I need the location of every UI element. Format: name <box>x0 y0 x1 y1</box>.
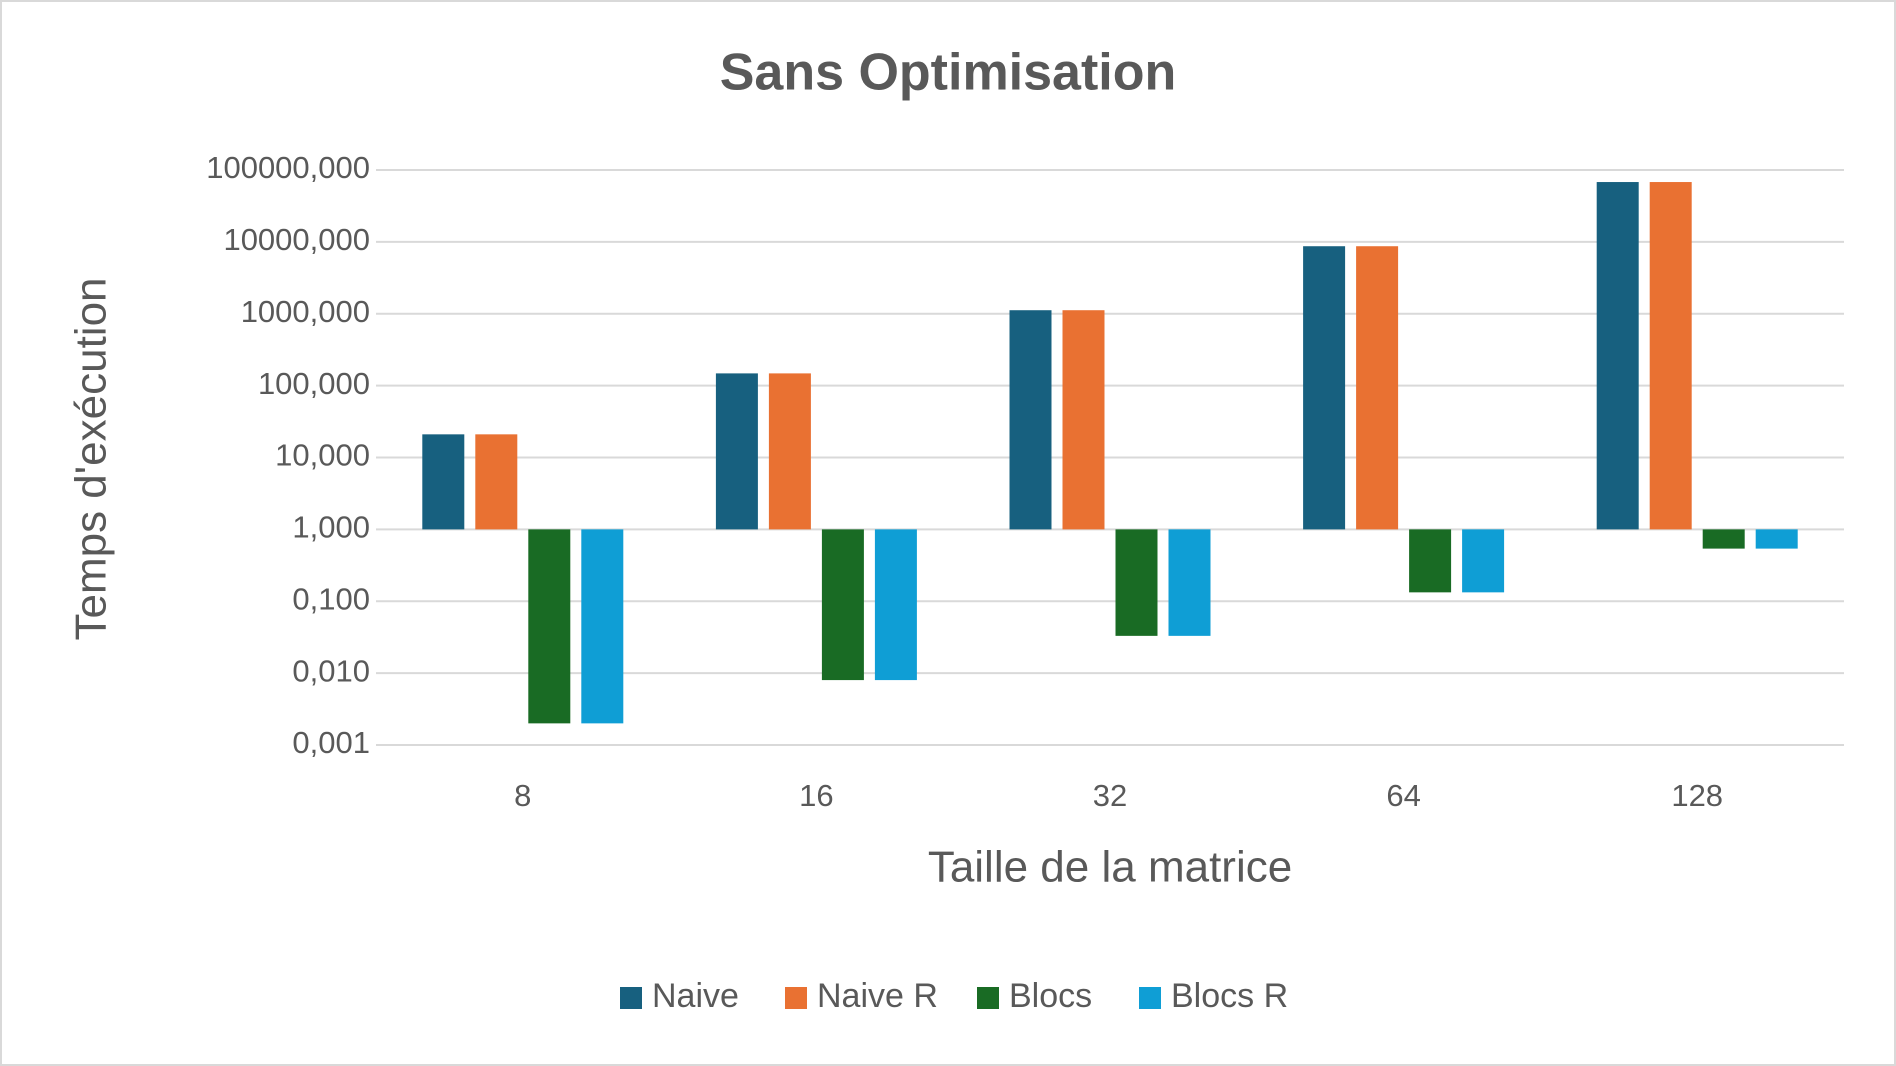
legend-label: Blocs R <box>1171 977 1288 1015</box>
bar <box>715 373 758 530</box>
y-tick-label: 100000,000 <box>206 150 370 185</box>
bar <box>528 529 571 724</box>
y-tick-label: 10,000 <box>275 438 370 473</box>
bar <box>821 529 864 681</box>
legend-label: Naive <box>652 977 739 1015</box>
y-tick-label: 0,010 <box>292 653 370 688</box>
bar <box>1462 529 1505 593</box>
bar <box>1115 529 1158 636</box>
y-tick-label: 0,001 <box>292 725 370 760</box>
legend-label: Naive R <box>817 977 938 1015</box>
bar <box>475 434 518 530</box>
bar <box>1649 182 1692 530</box>
y-tick-label: 1,000 <box>292 510 370 545</box>
bar <box>1303 246 1346 530</box>
bar <box>1702 529 1745 549</box>
bar <box>1409 529 1452 593</box>
bar <box>1062 310 1105 530</box>
legend-swatch <box>785 987 807 1009</box>
y-tick-label: 10000,000 <box>223 222 370 257</box>
legend-swatch <box>1139 987 1161 1009</box>
x-tick-label: 128 <box>1671 778 1723 813</box>
x-tick-label: 64 <box>1386 778 1420 813</box>
y-tick-label: 1000,000 <box>241 294 370 329</box>
chart-title: Sans Optimisation <box>720 44 1177 102</box>
y-tick-label: 100,000 <box>258 366 370 401</box>
legend-label: Blocs <box>1009 977 1092 1015</box>
bar <box>768 373 811 530</box>
legend-swatch <box>620 987 642 1009</box>
x-tick-label: 16 <box>799 778 833 813</box>
bar <box>1356 246 1399 530</box>
y-tick-label: 0,100 <box>292 581 370 616</box>
x-tick-label: 32 <box>1093 778 1127 813</box>
bar <box>1755 529 1798 549</box>
x-tick-label: 8 <box>514 778 531 813</box>
bar <box>581 529 624 724</box>
legend-swatch <box>977 987 999 1009</box>
y-axis-title: Temps d'exécution <box>67 277 116 640</box>
x-axis-title: Taille de la matrice <box>928 843 1292 892</box>
bar <box>1009 310 1052 530</box>
bar <box>874 529 917 681</box>
bar <box>1168 529 1211 636</box>
bar <box>1596 182 1639 530</box>
bar <box>422 434 465 530</box>
